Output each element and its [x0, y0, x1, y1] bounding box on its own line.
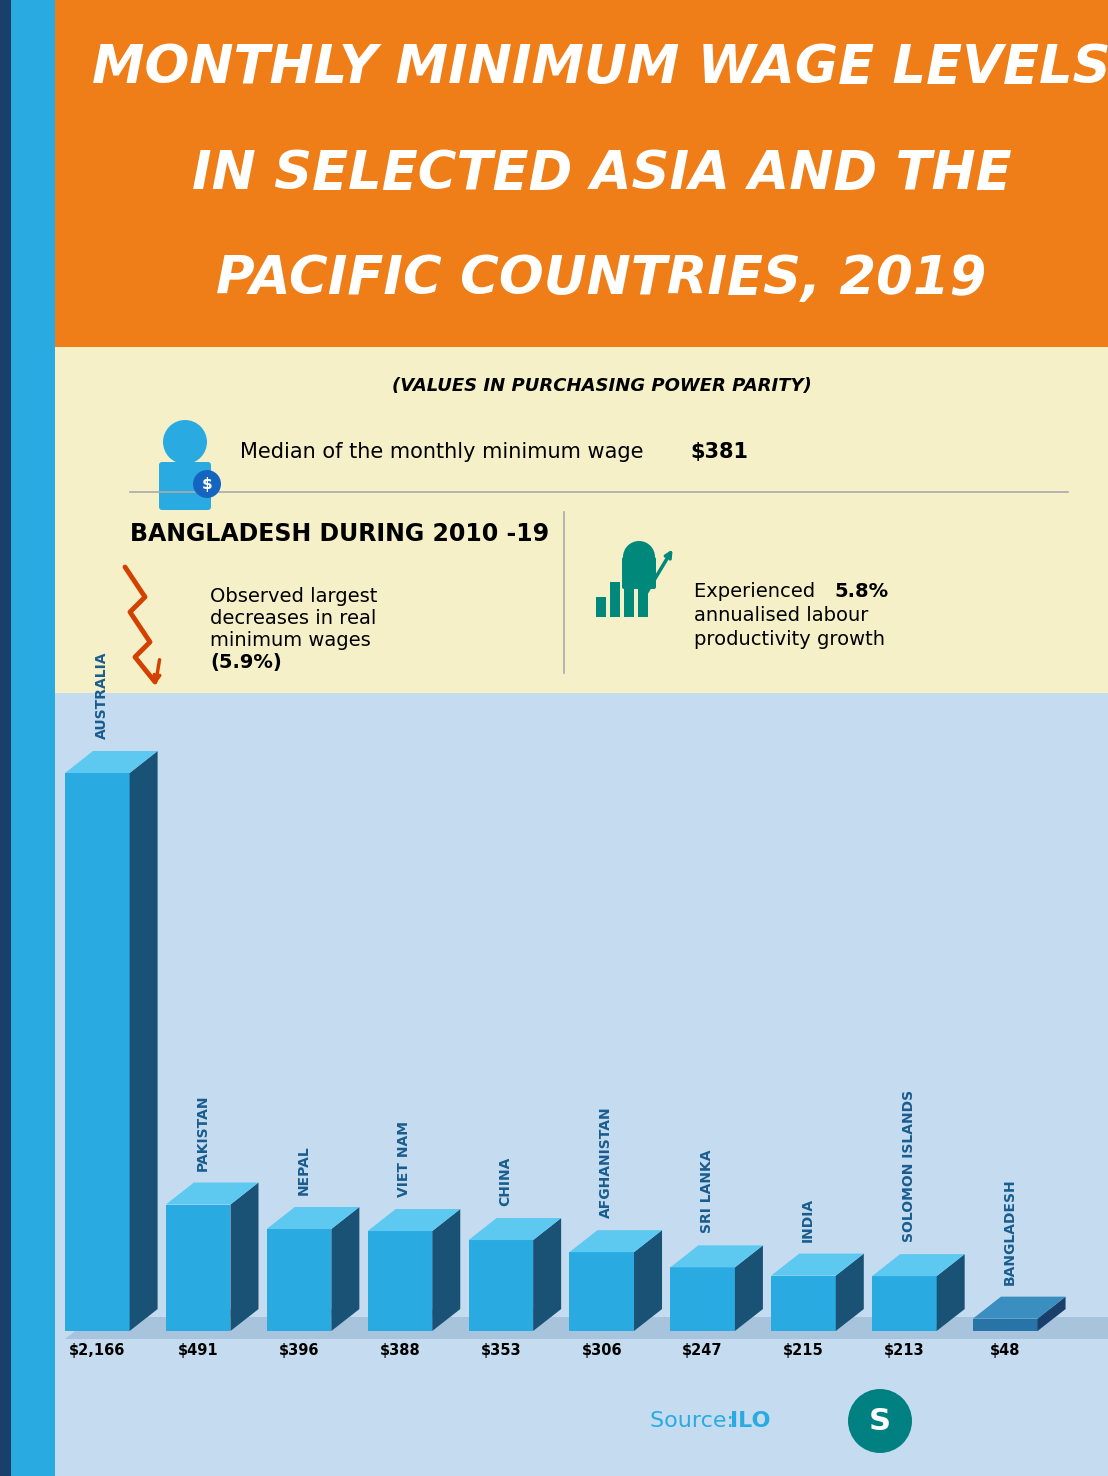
Polygon shape [973, 1296, 1066, 1318]
Polygon shape [368, 1209, 460, 1231]
Polygon shape [166, 1309, 258, 1331]
Text: (VALUES IN PURCHASING POWER PARITY): (VALUES IN PURCHASING POWER PARITY) [391, 376, 811, 396]
Text: Experienced: Experienced [694, 582, 821, 601]
Text: $2,166: $2,166 [69, 1343, 125, 1358]
Text: decreases in real: decreases in real [211, 610, 377, 627]
Polygon shape [130, 751, 157, 1331]
Bar [611, 582, 620, 617]
Bar [624, 589, 634, 617]
Text: SOLOMON ISLANDS: SOLOMON ISLANDS [902, 1089, 915, 1243]
Bar [368, 1231, 432, 1331]
Polygon shape [65, 751, 157, 773]
Text: $396: $396 [279, 1343, 319, 1358]
Text: $381: $381 [690, 441, 748, 462]
Polygon shape [469, 1218, 561, 1240]
Polygon shape [872, 1255, 965, 1277]
Polygon shape [670, 1309, 763, 1331]
Text: INDIA: INDIA [801, 1197, 814, 1241]
Polygon shape [432, 1209, 460, 1331]
Polygon shape [65, 1309, 157, 1331]
Text: $213: $213 [884, 1343, 925, 1358]
Text: Observed largest: Observed largest [211, 587, 378, 607]
Text: PACIFIC COUNTRIES, 2019: PACIFIC COUNTRIES, 2019 [216, 252, 987, 304]
FancyBboxPatch shape [160, 462, 211, 511]
Text: Source:: Source: [650, 1411, 741, 1432]
Bar [638, 573, 648, 617]
Bar [771, 1275, 835, 1331]
Text: IN SELECTED ASIA AND THE: IN SELECTED ASIA AND THE [192, 148, 1012, 199]
Text: BANGLADESH: BANGLADESH [1003, 1178, 1016, 1284]
Bar [0, 347, 1108, 694]
Text: 5.8%: 5.8% [834, 582, 889, 601]
Polygon shape [570, 1230, 661, 1252]
Bar [973, 1318, 1037, 1331]
Bar [596, 596, 606, 617]
Bar [0, 0, 55, 1476]
Circle shape [163, 421, 207, 463]
Polygon shape [771, 1309, 864, 1331]
Text: AFGHANISTAN: AFGHANISTAN [599, 1107, 613, 1218]
Polygon shape [469, 1309, 561, 1331]
Bar [570, 1252, 634, 1331]
Bar [0, 694, 1108, 1476]
FancyBboxPatch shape [622, 556, 656, 589]
Text: Median of the monthly minimum wage: Median of the monthly minimum wage [240, 441, 650, 462]
Text: CHINA: CHINA [497, 1157, 512, 1206]
Polygon shape [267, 1309, 359, 1331]
Text: productivity growth: productivity growth [694, 630, 885, 649]
Bar [670, 1268, 735, 1331]
Text: ILO: ILO [730, 1411, 770, 1432]
Text: $388: $388 [380, 1343, 420, 1358]
Polygon shape [230, 1182, 258, 1331]
Bar [267, 1230, 331, 1331]
Polygon shape [835, 1253, 864, 1331]
Polygon shape [267, 1207, 359, 1230]
Circle shape [848, 1389, 912, 1452]
Polygon shape [771, 1253, 864, 1275]
Text: BANGLADESH DURING 2010 -19: BANGLADESH DURING 2010 -19 [130, 523, 550, 546]
Circle shape [193, 469, 220, 497]
Polygon shape [570, 1309, 661, 1331]
Bar [0, 0, 11, 1476]
Text: $: $ [202, 477, 213, 492]
Text: VIET NAM: VIET NAM [397, 1122, 411, 1197]
Text: $353: $353 [481, 1343, 521, 1358]
Polygon shape [533, 1218, 561, 1331]
Text: (5.9%): (5.9%) [211, 652, 281, 672]
Text: MONTHLY MINIMUM WAGE LEVELS: MONTHLY MINIMUM WAGE LEVELS [92, 43, 1108, 94]
Text: AUSTRALIA: AUSTRALIA [94, 651, 109, 739]
Text: $491: $491 [178, 1343, 218, 1358]
Polygon shape [670, 1246, 763, 1268]
Bar [166, 1204, 230, 1331]
Polygon shape [331, 1207, 359, 1331]
Text: SRI LANKA: SRI LANKA [700, 1150, 714, 1234]
Polygon shape [973, 1309, 1066, 1331]
Text: $306: $306 [582, 1343, 622, 1358]
Circle shape [623, 542, 655, 573]
Polygon shape [368, 1309, 460, 1331]
Polygon shape [872, 1309, 965, 1331]
Polygon shape [735, 1246, 763, 1331]
Text: minimum wages: minimum wages [211, 632, 371, 649]
Bar [469, 1240, 533, 1331]
Bar [0, 0, 1108, 347]
Bar [872, 1277, 936, 1331]
Text: $48: $48 [991, 1343, 1020, 1358]
Bar [65, 773, 130, 1331]
Text: $215: $215 [783, 1343, 824, 1358]
Polygon shape [166, 1182, 258, 1204]
Text: annualised labour: annualised labour [694, 607, 869, 624]
Polygon shape [936, 1255, 965, 1331]
Text: PAKISTAN: PAKISTAN [195, 1094, 209, 1170]
Text: $247: $247 [683, 1343, 722, 1358]
Text: NEPAL: NEPAL [296, 1145, 310, 1196]
Polygon shape [65, 1317, 1108, 1339]
Text: S: S [869, 1407, 891, 1436]
Polygon shape [1037, 1296, 1066, 1331]
Polygon shape [634, 1230, 661, 1331]
